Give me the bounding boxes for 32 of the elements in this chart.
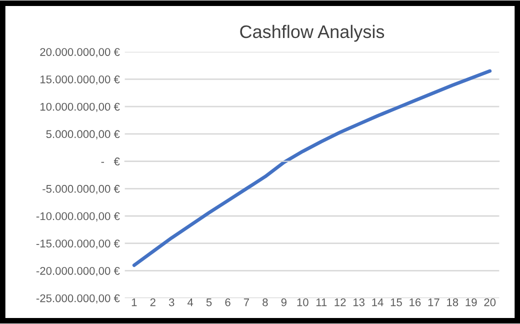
chart-title: Cashflow Analysis	[240, 24, 384, 42]
x-tick-label: 4	[187, 298, 194, 306]
x-tick-label: 7	[244, 298, 250, 306]
y-tick-label: 10.000.000,00 €	[40, 102, 120, 112]
x-tick-label: 13	[353, 298, 364, 306]
x-tick-label: 10	[297, 298, 308, 306]
y-tick-label: -5.000.000,00 €	[42, 184, 120, 194]
x-tick-label: 18	[447, 298, 458, 306]
y-tick-label: -15.000.000,00 €	[36, 240, 120, 249]
y-tick-label: 20.000.000,00 €	[40, 48, 120, 58]
x-tick-label: 16	[410, 298, 421, 306]
x-tick-label: 11	[316, 298, 327, 306]
y-tick-label: 5.000.000,00 €	[46, 130, 120, 140]
x-tick-label: 20	[484, 298, 496, 306]
line-series	[132, 69, 492, 267]
y-tick-label: 15.000.000,00 €	[40, 75, 120, 85]
y-tick-label: -25.000.000,00 €	[36, 294, 120, 304]
x-tick-label: 17	[428, 298, 440, 306]
x-tick-label: 12	[334, 298, 346, 306]
x-tick-label: 9	[281, 298, 286, 306]
x-tick-label: 19	[466, 298, 477, 306]
x-tick-label: 8	[262, 298, 268, 306]
x-tick-label: 1	[132, 298, 137, 306]
x-tick-label: 2	[150, 298, 156, 306]
x-tick-label: 15	[390, 298, 402, 306]
y-tick-label: -20.000.000,00 €	[36, 266, 120, 276]
x-tick-label: 5	[206, 298, 212, 306]
y-tick-label: - €	[101, 158, 120, 166]
x-tick-label: 14	[372, 298, 384, 306]
x-tick-label: 6	[225, 298, 230, 306]
y-tick-label: -10.000.000,00 €	[36, 212, 120, 222]
x-tick-label: 3	[168, 298, 174, 306]
